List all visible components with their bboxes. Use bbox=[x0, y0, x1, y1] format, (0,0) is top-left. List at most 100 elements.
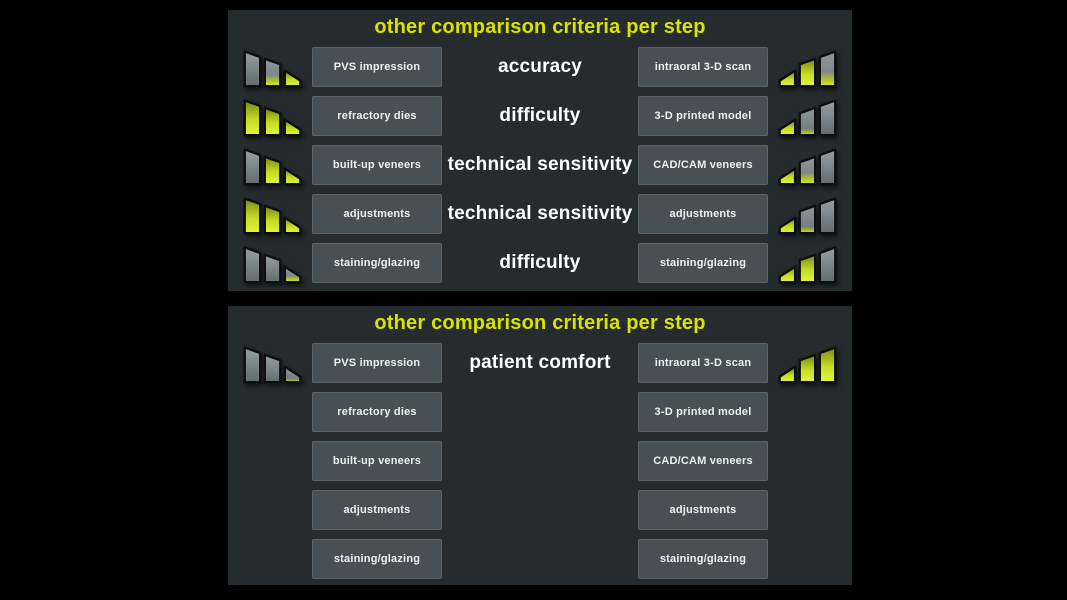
right-rating-cell bbox=[772, 387, 842, 436]
rows-container: PVS impression accuracy intraoral 3-D scan… bbox=[238, 42, 842, 287]
step-label: PVS impression bbox=[333, 60, 421, 73]
criterion-cell: difficulty bbox=[446, 91, 634, 140]
rating-bars-icon-left bbox=[243, 98, 302, 136]
right-rating-cell bbox=[772, 189, 842, 238]
criterion-cell: technical sensitivity bbox=[446, 140, 634, 189]
comparison-row: PVS impression patient comfort intraoral 3… bbox=[238, 338, 842, 387]
comparison-row: refractory dies 3-D printed model bbox=[238, 387, 842, 436]
comparison-panel-top: other comparison criteria per step PVS i… bbox=[228, 10, 852, 291]
step-box-left: refractory dies bbox=[312, 391, 442, 432]
step-label: staining/glazing bbox=[659, 552, 747, 565]
rating-bars-icon-right bbox=[778, 98, 837, 136]
right-rating-cell bbox=[772, 140, 842, 189]
step-box-right: CAD/CAM veneers bbox=[638, 144, 768, 185]
rating-bars-icon-right bbox=[778, 196, 837, 234]
step-label: adjustments bbox=[343, 207, 411, 220]
step-box-left: PVS impression bbox=[312, 342, 442, 383]
step-label: intraoral 3-D scan bbox=[654, 356, 752, 369]
step-box-right: adjustments bbox=[638, 193, 768, 234]
left-rating-cell bbox=[238, 140, 308, 189]
left-rating-cell bbox=[238, 91, 308, 140]
criterion-cell: technical sensitivity bbox=[446, 189, 634, 238]
criterion-cell bbox=[446, 534, 634, 583]
rating-bars-icon-left bbox=[243, 345, 302, 383]
right-rating-cell bbox=[772, 238, 842, 287]
step-box-right: staining/glazing bbox=[638, 538, 768, 579]
step-label: refractory dies bbox=[337, 405, 417, 418]
left-rating-cell bbox=[238, 436, 308, 485]
step-box-left: adjustments bbox=[312, 489, 442, 530]
step-box-left: PVS impression bbox=[312, 46, 442, 87]
comparison-row: built-up veneers CAD/CAM veneers bbox=[238, 436, 842, 485]
step-box-right: intraoral 3-D scan bbox=[638, 46, 768, 87]
left-rating-cell bbox=[238, 485, 308, 534]
step-label: staining/glazing bbox=[333, 552, 421, 565]
left-rating-cell bbox=[238, 387, 308, 436]
step-label: CAD/CAM veneers bbox=[653, 454, 753, 467]
step-box-right: adjustments bbox=[638, 489, 768, 530]
panel-title: other comparison criteria per step bbox=[374, 16, 706, 38]
right-rating-cell bbox=[772, 91, 842, 140]
step-label: 3-D printed model bbox=[654, 109, 752, 122]
criterion-cell: difficulty bbox=[446, 238, 634, 287]
step-label: CAD/CAM veneers bbox=[653, 158, 753, 171]
step-box-left: refractory dies bbox=[312, 95, 442, 136]
criterion-text: difficulty bbox=[499, 251, 581, 273]
step-label: staining/glazing bbox=[333, 256, 421, 269]
step-box-right: intraoral 3-D scan bbox=[638, 342, 768, 383]
criterion-cell bbox=[446, 387, 634, 436]
right-rating-cell bbox=[772, 485, 842, 534]
criterion-cell bbox=[446, 485, 634, 534]
left-rating-cell bbox=[238, 338, 308, 387]
left-rating-cell bbox=[238, 238, 308, 287]
criterion-text: patient comfort bbox=[469, 351, 611, 373]
criterion-cell bbox=[446, 436, 634, 485]
left-rating-cell bbox=[238, 534, 308, 583]
right-rating-cell bbox=[772, 42, 842, 91]
comparison-row: PVS impression accuracy intraoral 3-D scan bbox=[238, 42, 842, 91]
right-rating-cell bbox=[772, 534, 842, 583]
criterion-text: difficulty bbox=[499, 104, 581, 126]
step-label: staining/glazing bbox=[659, 256, 747, 269]
step-box-right: staining/glazing bbox=[638, 242, 768, 283]
step-label: intraoral 3-D scan bbox=[654, 60, 752, 73]
step-label: built-up veneers bbox=[332, 158, 422, 171]
step-box-left: built-up veneers bbox=[312, 440, 442, 481]
right-rating-cell bbox=[772, 436, 842, 485]
step-box-left: staining/glazing bbox=[312, 538, 442, 579]
step-label: 3-D printed model bbox=[654, 405, 752, 418]
rating-bars-icon-left bbox=[243, 245, 302, 283]
comparison-row: staining/glazing difficulty staining/glazi… bbox=[238, 238, 842, 287]
criterion-text: technical sensitivity bbox=[447, 202, 633, 224]
step-box-left: built-up veneers bbox=[312, 144, 442, 185]
step-box-left: staining/glazing bbox=[312, 242, 442, 283]
panel-title: other comparison criteria per step bbox=[374, 312, 706, 334]
left-rating-cell bbox=[238, 189, 308, 238]
criterion-text: accuracy bbox=[497, 55, 582, 77]
rows-container: PVS impression patient comfort intraoral 3… bbox=[238, 338, 842, 583]
comparison-row: built-up veneers technical sensitivity CAD… bbox=[238, 140, 842, 189]
criterion-cell: patient comfort bbox=[446, 338, 634, 387]
comparison-row: adjustments technical sensitivity adjustme… bbox=[238, 189, 842, 238]
step-label: adjustments bbox=[669, 503, 737, 516]
rating-bars-icon-left bbox=[243, 196, 302, 234]
right-rating-cell bbox=[772, 338, 842, 387]
rating-bars-icon-right bbox=[778, 49, 837, 87]
criterion-text: technical sensitivity bbox=[447, 153, 633, 175]
comparison-row: adjustments adjustments bbox=[238, 485, 842, 534]
step-label: adjustments bbox=[669, 207, 737, 220]
step-box-right: CAD/CAM veneers bbox=[638, 440, 768, 481]
rating-bars-icon-left bbox=[243, 49, 302, 87]
comparison-row: staining/glazing staining/glazing bbox=[238, 534, 842, 583]
left-rating-cell bbox=[238, 42, 308, 91]
comparison-panel-bottom: other comparison criteria per step PVS i… bbox=[228, 306, 852, 585]
rating-bars-icon-right bbox=[778, 345, 837, 383]
step-box-right: 3-D printed model bbox=[638, 95, 768, 136]
rating-bars-icon-left bbox=[243, 147, 302, 185]
step-label: adjustments bbox=[343, 503, 411, 516]
step-box-right: 3-D printed model bbox=[638, 391, 768, 432]
step-label: refractory dies bbox=[337, 109, 417, 122]
rating-bars-icon-right bbox=[778, 147, 837, 185]
step-box-left: adjustments bbox=[312, 193, 442, 234]
